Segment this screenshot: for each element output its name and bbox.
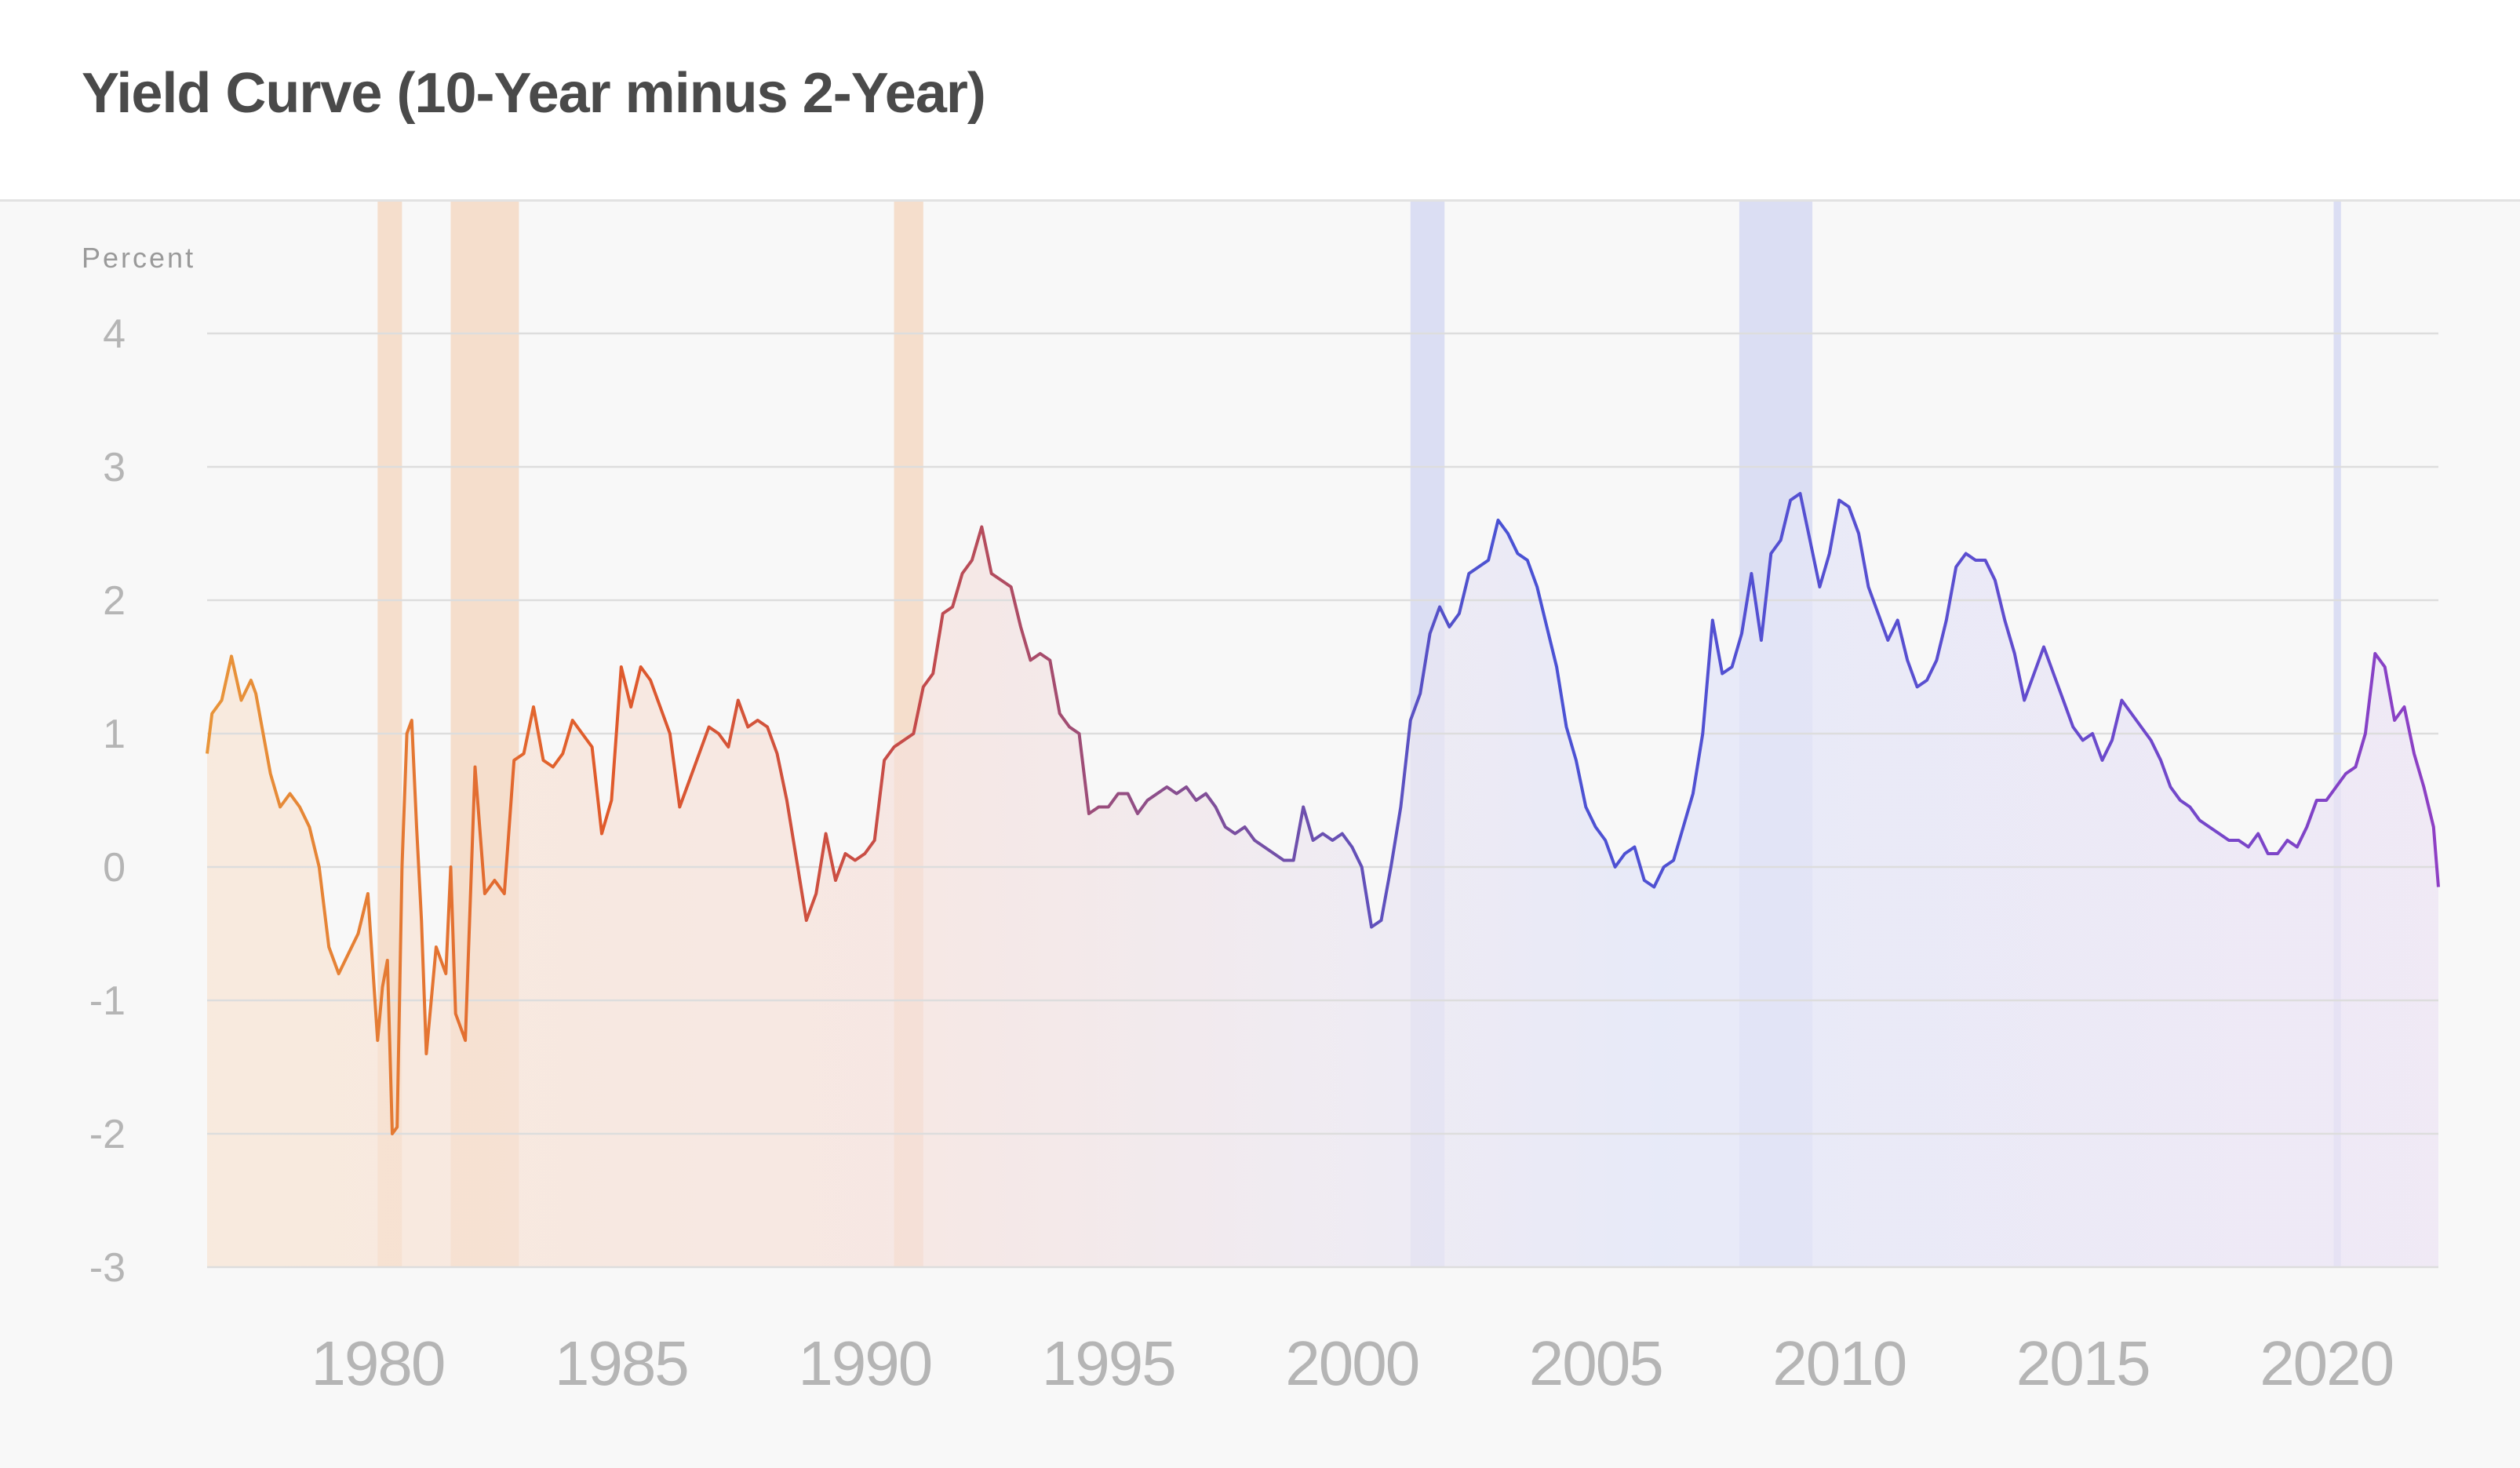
y-tick-label: -3 (89, 1245, 126, 1291)
series-lines (206, 492, 2440, 1135)
x-tick-label: 2005 (1529, 1328, 1662, 1398)
area-fill (207, 494, 2438, 1267)
y-tick-label: 0 (103, 845, 126, 891)
x-tick-label: 2010 (1772, 1328, 1906, 1398)
y-tick-label: -1 (89, 978, 126, 1024)
y-tick-labels: 4 3 2 1 0 -1 -2 -3 (89, 311, 126, 1291)
x-tick-label: 1995 (1042, 1328, 1175, 1398)
y-axis-label: Percent (82, 242, 195, 274)
yield-curve-chart: 4 3 2 1 0 -1 -2 -3 1980 1985 1990 1995 2000 2005 2010… (82, 202, 2440, 1398)
x-tick-label: 1985 (555, 1328, 688, 1398)
y-tick-label: 1 (103, 712, 126, 757)
yield-spread-line (206, 492, 2440, 1135)
chart-title: Yield Curve (10-Year minus 2-Year) (82, 62, 986, 125)
series-area (207, 494, 2438, 1267)
x-tick-label: 1990 (798, 1328, 931, 1398)
x-tick-label: 1980 (311, 1328, 444, 1398)
plot-area: 4 3 2 1 0 -1 -2 -3 1980 1985 1990 1995 2000 2005 2010… (0, 202, 2520, 1468)
chart-header: Yield Curve (10-Year minus 2-Year) (0, 0, 2520, 202)
y-tick-label: 4 (103, 311, 126, 357)
x-tick-label: 2015 (2016, 1328, 2150, 1398)
x-tick-labels: 1980 1985 1990 1995 2000 2005 2010 2015 2020 (311, 1328, 2394, 1398)
x-tick-label: 2020 (2260, 1328, 2393, 1398)
grid-lines (207, 332, 2438, 1269)
x-tick-label: 2000 (1285, 1328, 1418, 1398)
y-tick-label: 2 (103, 578, 126, 624)
y-tick-label: -2 (89, 1112, 126, 1157)
y-tick-label: 3 (103, 445, 126, 490)
